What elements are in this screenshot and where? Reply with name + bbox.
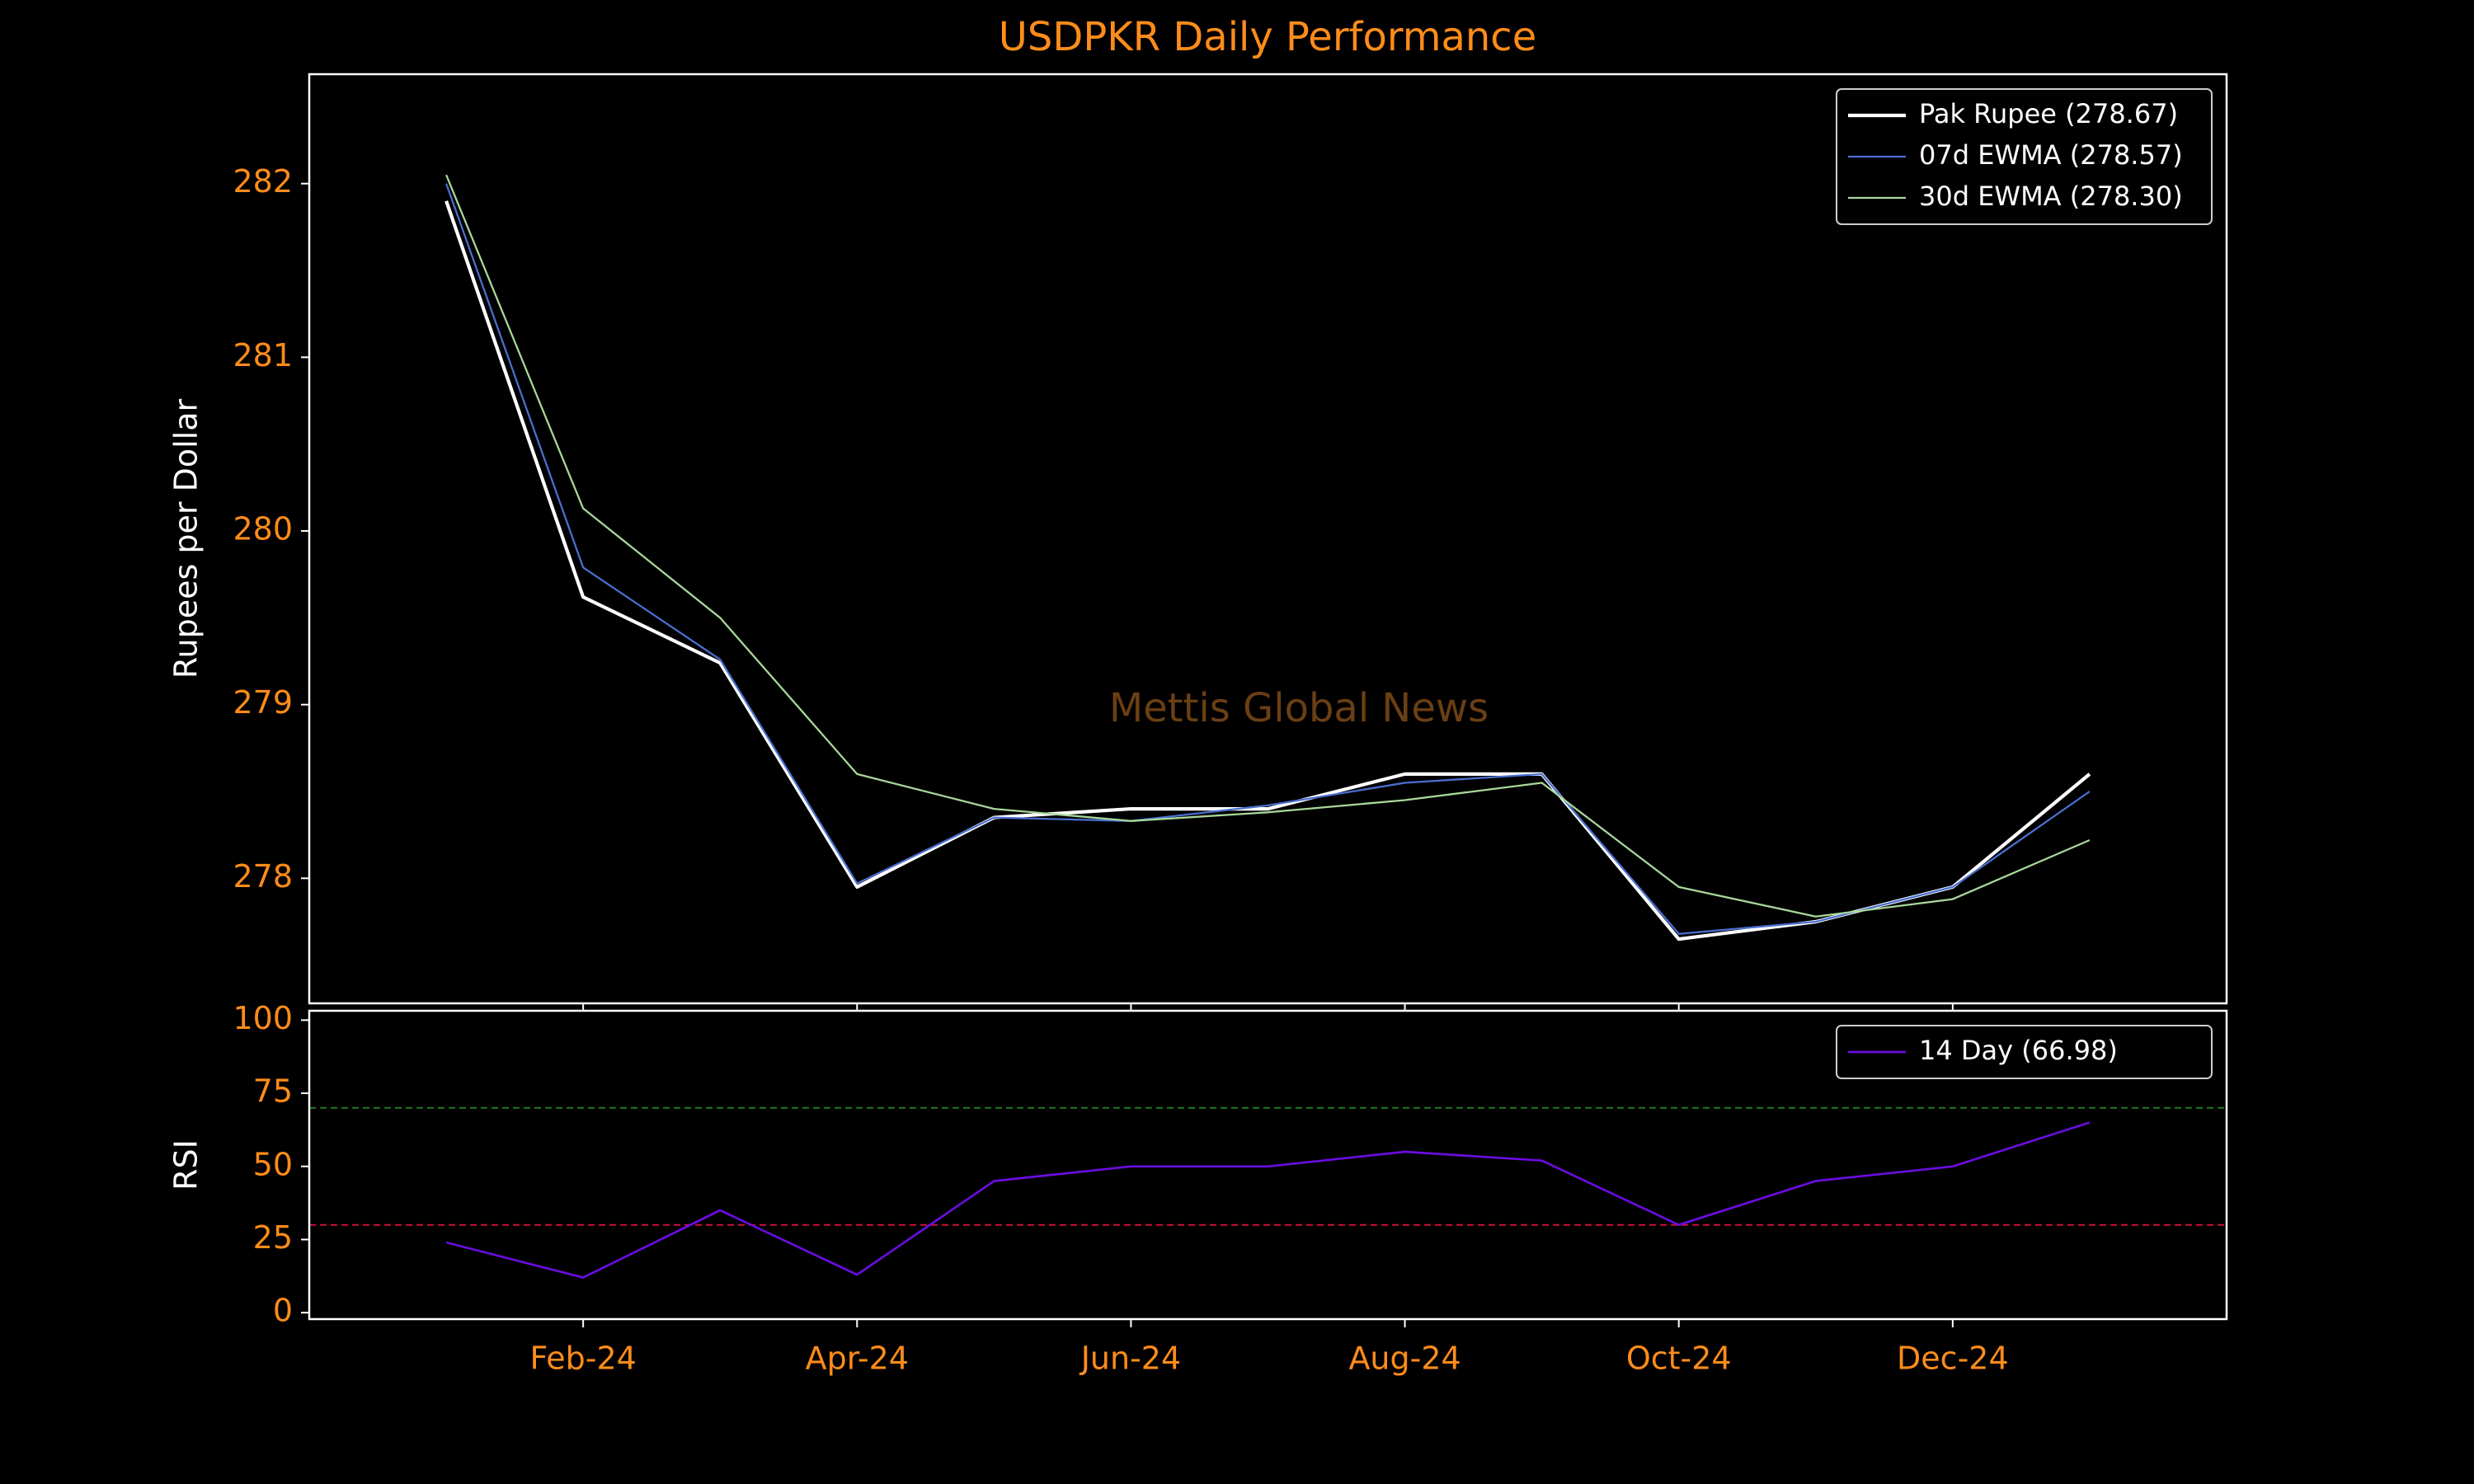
y-axis-label: RSI: [168, 1139, 205, 1190]
x-tick-label: Oct-24: [1626, 1341, 1732, 1377]
y-tick-label: 100: [233, 1000, 293, 1036]
y-tick-label: 0: [273, 1293, 293, 1329]
y-tick-label: 282: [233, 163, 293, 200]
chart-title: USDPKR Daily Performance: [999, 14, 1536, 60]
axes-frame: [308, 73, 2228, 1005]
x-tick-label: Dec-24: [1897, 1341, 2009, 1377]
series-line: [445, 174, 2091, 918]
y-tick-label: 75: [253, 1073, 293, 1110]
legend-box: [1836, 88, 2213, 225]
x-tick-label: Apr-24: [806, 1341, 909, 1377]
x-tick-label: Feb-24: [529, 1341, 636, 1377]
legend-label: 30d EWMA (278.30): [1919, 181, 2183, 212]
y-tick-label: 25: [253, 1219, 293, 1256]
y-tick-label: 281: [233, 337, 293, 373]
y-tick-label: 278: [233, 858, 293, 895]
legend-box: [1836, 1025, 2213, 1079]
legend-label: Pak Rupee (278.67): [1919, 98, 2178, 129]
legend-label: 14 Day (66.98): [1919, 1035, 2118, 1066]
legend-label: 07d EWMA (278.57): [1919, 139, 2183, 171]
axes-frame: [308, 1009, 2228, 1321]
watermark: Mettis Global News: [1109, 685, 1489, 731]
series-line: [445, 1121, 2091, 1279]
y-tick-label: 279: [233, 684, 293, 721]
x-tick-label: Aug-24: [1348, 1341, 1460, 1377]
series-line: [445, 183, 2091, 935]
x-tick-label: Jun-24: [1079, 1341, 1181, 1377]
y-tick-label: 50: [253, 1146, 293, 1182]
y-tick-label: 280: [233, 511, 293, 547]
y-axis-label: Rupees per Dollar: [168, 398, 205, 679]
